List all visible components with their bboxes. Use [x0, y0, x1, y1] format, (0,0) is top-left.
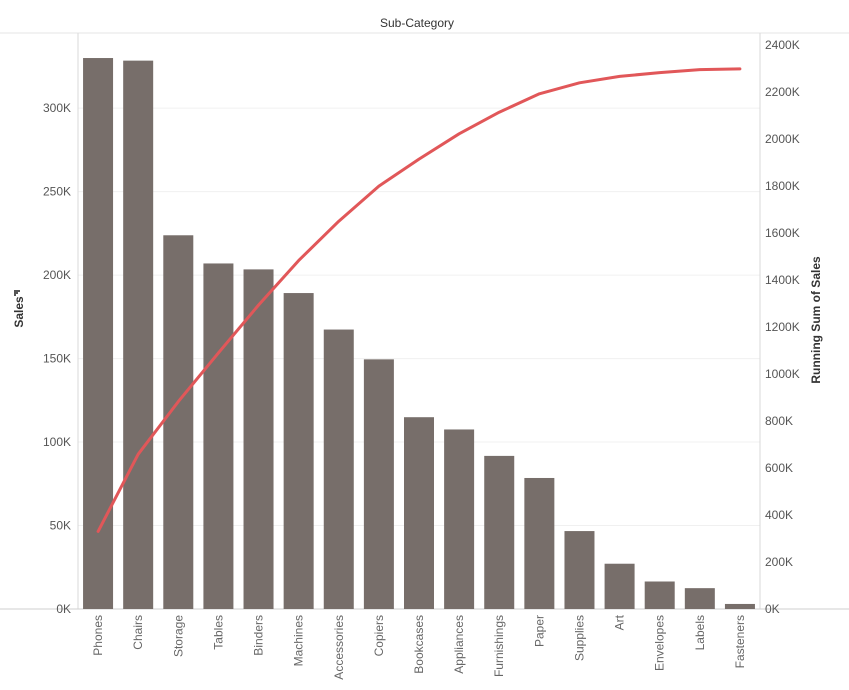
left-tick-label: 250K: [43, 185, 71, 199]
category-label: Supplies: [572, 615, 586, 661]
left-tick-label: 200K: [43, 268, 71, 282]
bar[interactable]: [163, 235, 194, 610]
bar[interactable]: [524, 477, 555, 609]
left-tick-label: 300K: [43, 101, 71, 115]
category-label: Envelopes: [653, 615, 667, 671]
sort-descending-icon[interactable]: [14, 290, 20, 296]
right-tick-label: 0K: [765, 602, 780, 616]
bar[interactable]: [724, 603, 755, 609]
bar-series: [83, 58, 755, 610]
bar[interactable]: [283, 293, 314, 609]
right-tick-label: 1000K: [765, 367, 800, 381]
right-tick-label: 2200K: [765, 85, 800, 99]
right-tick-label: 2400K: [765, 38, 800, 52]
bar[interactable]: [444, 429, 475, 609]
left-axis-ticks: 0K 50K 100K 150K 200K 250K 300K: [43, 101, 71, 616]
bar[interactable]: [684, 588, 715, 609]
category-label: Accessories: [332, 615, 346, 680]
bar[interactable]: [123, 60, 154, 609]
left-tick-label: 150K: [43, 352, 71, 366]
right-axis-title: Running Sum of Sales: [809, 256, 823, 384]
left-tick-label: 50K: [50, 519, 71, 533]
bar[interactable]: [203, 263, 234, 609]
left-tick-label: 100K: [43, 435, 71, 449]
bar[interactable]: [363, 359, 394, 609]
category-label: Tables: [211, 615, 225, 650]
right-tick-label: 600K: [765, 461, 793, 475]
left-tick-label: 0K: [56, 602, 71, 616]
category-label: Bookcases: [412, 615, 426, 674]
bar[interactable]: [564, 531, 595, 609]
bar[interactable]: [604, 563, 635, 609]
bar[interactable]: [644, 581, 675, 609]
right-tick-label: 1800K: [765, 179, 800, 193]
bar[interactable]: [404, 417, 434, 609]
right-tick-label: 800K: [765, 414, 793, 428]
bar[interactable]: [243, 269, 274, 609]
right-tick-label: 200K: [765, 555, 793, 569]
bar[interactable]: [484, 455, 515, 609]
bar[interactable]: [323, 329, 354, 609]
category-label: Labels: [693, 615, 707, 650]
category-label: Furnishings: [492, 615, 506, 677]
category-label: Chairs: [131, 615, 145, 650]
category-label: Copiers: [372, 615, 386, 656]
right-tick-label: 1600K: [765, 226, 800, 240]
category-label: Binders: [252, 615, 266, 656]
bar[interactable]: [83, 58, 114, 609]
category-label: Storage: [171, 615, 185, 657]
right-axis-ticks: 0K 200K 400K 600K 800K 1000K 1200K 1400K 1600K 18…: [765, 38, 800, 616]
chart-title: Sub-Category: [380, 16, 454, 30]
category-label: Machines: [292, 615, 306, 666]
left-axis-title-group: Sales: [12, 296, 26, 328]
category-label: Paper: [532, 615, 546, 647]
category-label: Phones: [91, 615, 105, 656]
right-axis-title-group: Running Sum of Sales: [809, 256, 823, 384]
category-label: Art: [613, 614, 627, 630]
right-tick-label: 1200K: [765, 320, 800, 334]
category-label: Fasteners: [733, 615, 747, 668]
running-sum-line[interactable]: [96, 67, 742, 533]
right-tick-label: 2000K: [765, 132, 800, 146]
right-tick-label: 400K: [765, 508, 793, 522]
category-label: Appliances: [452, 615, 466, 674]
left-axis-title: Sales: [12, 296, 26, 328]
category-labels: Phones Chairs Storage Tables Binders Machines…: [91, 614, 747, 679]
running-sum-series: [96, 67, 742, 533]
right-tick-label: 1400K: [765, 273, 800, 287]
